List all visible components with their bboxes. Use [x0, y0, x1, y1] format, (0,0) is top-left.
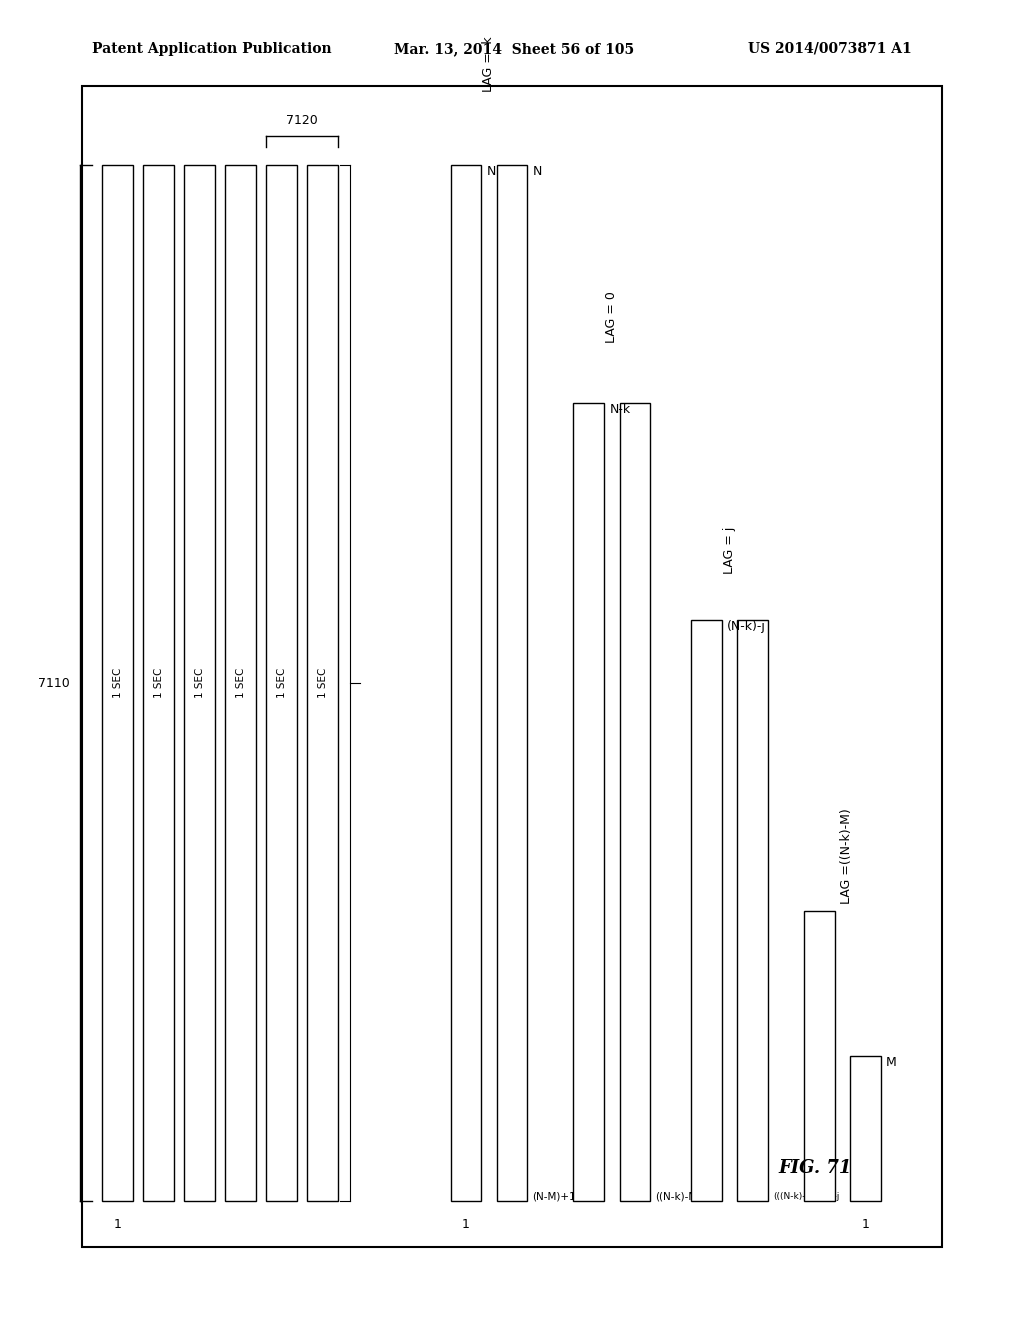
Text: 1 SEC: 1 SEC: [113, 668, 123, 698]
Text: LAG =((N-k)-M): LAG =((N-k)-M): [840, 808, 853, 904]
Text: ((N-k)-M)+1: ((N-k)-M)+1: [655, 1191, 717, 1201]
Text: Mar. 13, 2014  Sheet 56 of 105: Mar. 13, 2014 Sheet 56 of 105: [394, 42, 634, 55]
Bar: [737, 620, 768, 1201]
Text: (N-M)+1: (N-M)+1: [532, 1191, 577, 1201]
Text: 1 SEC: 1 SEC: [317, 668, 328, 698]
Bar: [573, 403, 604, 1201]
Bar: [620, 403, 650, 1201]
Text: Patent Application Publication: Patent Application Publication: [92, 42, 332, 55]
Text: 1 SEC: 1 SEC: [236, 668, 246, 698]
Text: 1: 1: [861, 1218, 869, 1232]
Text: N-k: N-k: [609, 403, 631, 416]
Bar: [184, 165, 215, 1201]
Text: 1 SEC: 1 SEC: [276, 668, 287, 698]
Text: 1 SEC: 1 SEC: [195, 668, 205, 698]
Text: 7110: 7110: [38, 677, 70, 689]
Text: N: N: [486, 165, 496, 178]
Text: US 2014/0073871 A1: US 2014/0073871 A1: [748, 42, 911, 55]
Text: FIG. 71: FIG. 71: [778, 1159, 852, 1177]
Text: (N-k)-j: (N-k)-j: [727, 620, 766, 634]
Text: 1: 1: [114, 1218, 122, 1232]
Text: LAG = -k: LAG = -k: [482, 37, 496, 92]
Bar: [850, 1056, 881, 1201]
Text: 1: 1: [462, 1218, 470, 1232]
Bar: [82, 86, 942, 1247]
Bar: [804, 911, 835, 1201]
Text: N: N: [532, 165, 542, 178]
Bar: [102, 165, 133, 1201]
Text: (((N-k)-M)+1)-j: (((N-k)-M)+1)-j: [773, 1192, 840, 1201]
Bar: [225, 165, 256, 1201]
Text: 7120: 7120: [286, 114, 318, 127]
Bar: [307, 165, 338, 1201]
Text: LAG = 0: LAG = 0: [605, 292, 618, 343]
Bar: [497, 165, 527, 1201]
Text: 1 SEC: 1 SEC: [154, 668, 164, 698]
Bar: [266, 165, 297, 1201]
Bar: [451, 165, 481, 1201]
Bar: [691, 620, 722, 1201]
Text: LAG = j: LAG = j: [723, 527, 736, 574]
Bar: [143, 165, 174, 1201]
Text: M: M: [886, 1056, 896, 1069]
